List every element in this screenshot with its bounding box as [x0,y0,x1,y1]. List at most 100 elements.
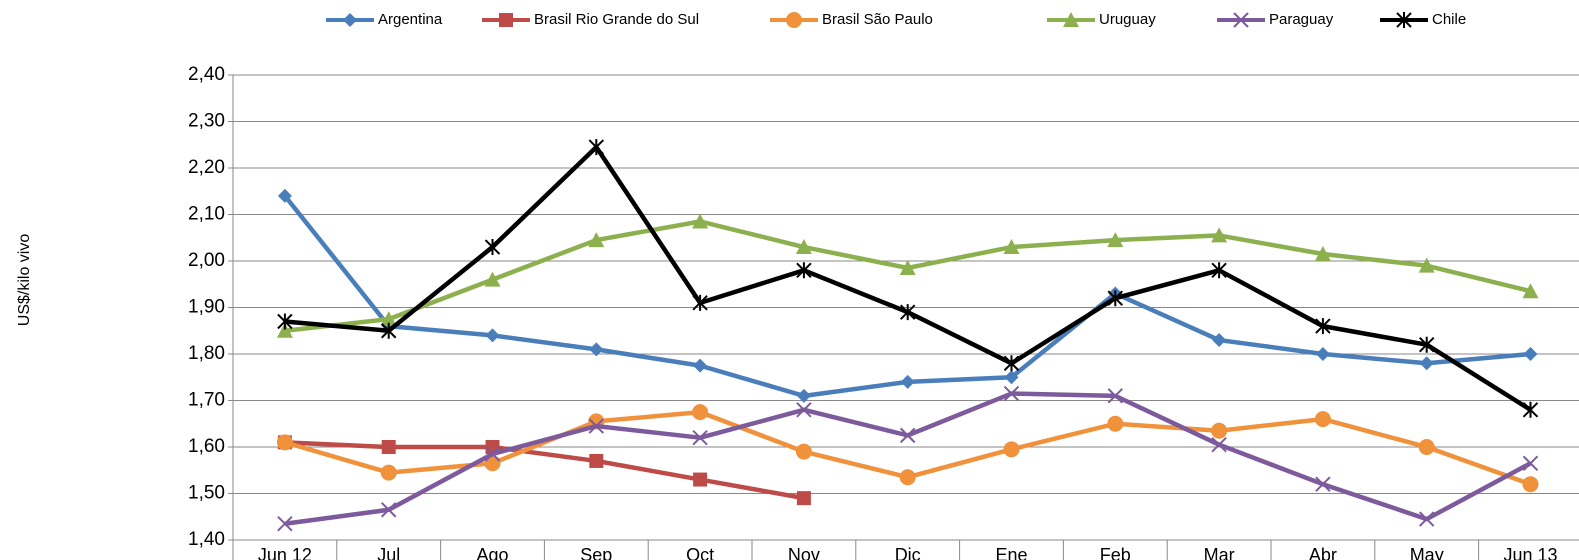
x-tick-label: Mar [1204,545,1235,560]
marker [277,188,292,203]
x-tick-label: Sep [580,545,612,560]
marker [1396,12,1412,28]
x-tick-label: Abr [1309,545,1337,560]
marker [692,404,709,421]
marker [1233,12,1249,28]
marker [1211,436,1227,453]
marker [1211,422,1228,439]
marker [1418,439,1435,455]
marker [1315,476,1331,492]
y-tick-label: 1,50 [188,483,225,504]
series-line [284,440,805,501]
marker [1314,246,1331,262]
marker [1107,388,1124,404]
marker [693,472,708,487]
x-tick-label: Jul [377,545,400,560]
marker [1419,356,1434,371]
marker [276,322,293,338]
y-tick-label: 1,60 [188,436,225,457]
marker [1212,333,1227,348]
marker [277,516,293,532]
marker [796,491,811,506]
series-line [283,194,1531,399]
legend-label: Uruguay [1099,11,1156,28]
legend-label: Argentina [378,11,443,28]
marker [380,311,397,327]
marker [693,358,708,373]
marker [380,464,397,481]
marker [1315,318,1331,335]
marker [1522,476,1539,493]
marker [1418,257,1435,273]
y-tick-label: 1,40 [188,529,225,550]
series-line [284,144,1532,412]
marker [1211,227,1228,243]
x-tick-label: Ene [995,545,1027,560]
marker [1003,355,1020,372]
marker [485,328,500,343]
marker [381,440,396,454]
y-tick-label: 2,00 [188,250,225,271]
marker [899,469,916,486]
y-tick-label: 2,10 [188,204,225,225]
y-tick-label: 2,30 [188,111,225,132]
y-tick-label: 2,40 [188,64,225,85]
marker [900,374,915,389]
marker [588,418,605,434]
legend-label: Brasil Rio Grande do Sul [534,11,699,28]
marker [796,402,812,418]
marker [899,259,916,275]
x-tick-label: Ago [476,545,508,560]
marker [589,453,604,468]
marker [1523,347,1538,361]
x-tick-label: May [1410,545,1444,560]
y-tick-label: 1,70 [188,390,225,411]
legend-label: Paraguay [1269,11,1334,28]
marker [1107,290,1124,307]
marker [692,213,709,229]
x-tick-label: Jun 13 [1503,545,1557,560]
marker [276,434,293,451]
marker [1522,455,1539,471]
y-tick-label: 1,90 [188,297,225,318]
marker [277,313,293,330]
marker [484,239,501,256]
marker [589,342,604,357]
y-tick-label: 2,20 [188,157,225,178]
marker [380,322,397,339]
x-tick-label: Dic [895,545,921,560]
legend-label: Brasil São Paulo [822,11,933,28]
series-line [284,391,1532,526]
marker [484,446,501,462]
marker [588,232,605,248]
marker [899,427,916,444]
marker [1003,441,1020,458]
marker [786,12,802,28]
marker [795,443,812,460]
x-tick-label: Oct [686,545,714,560]
x-tick-label: Nov [788,545,820,560]
marker [1107,415,1124,432]
marker [1418,511,1435,527]
marker [1418,336,1435,353]
y-tick-label: 1,80 [188,343,225,364]
marker [1314,411,1331,428]
x-tick-label: Jun 12 [258,545,312,560]
marker [796,262,812,279]
marker [692,294,708,311]
marker [484,271,501,287]
marker [1004,370,1019,385]
marker [692,429,708,446]
marker [1003,239,1020,255]
marker [588,139,605,156]
legend-label: Chile [1432,11,1466,28]
marker [1315,347,1330,361]
marker [499,13,513,27]
marker [1522,283,1539,299]
x-tick-label: Feb [1100,545,1131,560]
marker [1003,385,1020,402]
marker [1063,12,1079,27]
marker [1211,262,1227,279]
marker [380,502,397,518]
